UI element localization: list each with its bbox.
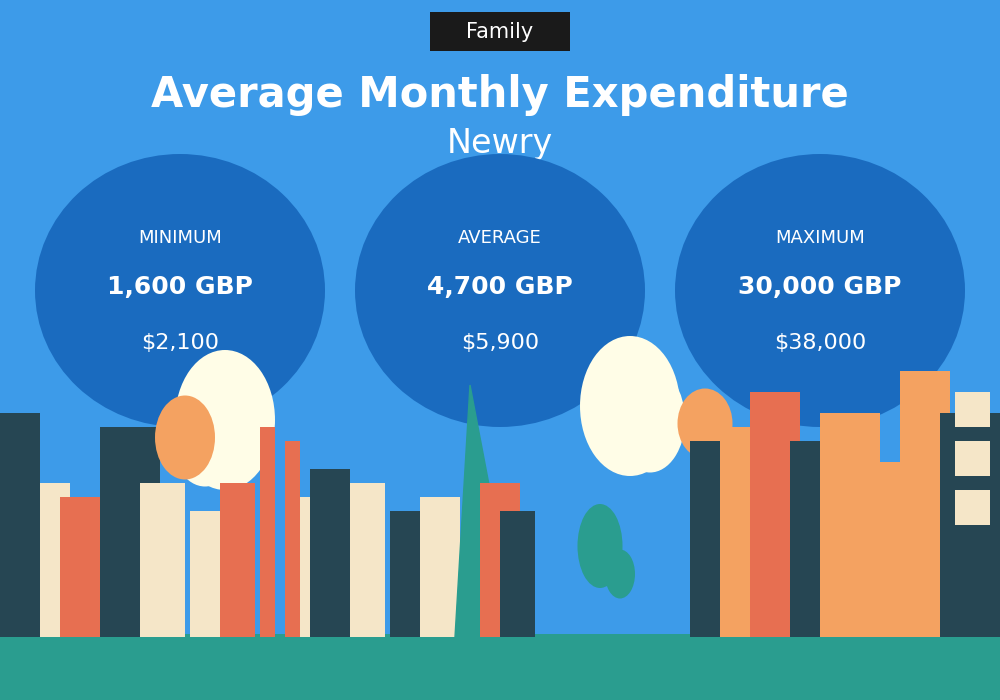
FancyBboxPatch shape	[870, 462, 910, 637]
Text: 1,600 GBP: 1,600 GBP	[107, 275, 253, 299]
FancyBboxPatch shape	[190, 511, 235, 637]
FancyBboxPatch shape	[285, 441, 300, 637]
Ellipse shape	[605, 550, 635, 598]
FancyBboxPatch shape	[790, 441, 830, 637]
Text: 30,000 GBP: 30,000 GBP	[738, 275, 902, 299]
Text: MAXIMUM: MAXIMUM	[775, 229, 865, 247]
FancyBboxPatch shape	[390, 511, 430, 637]
Text: AVERAGE: AVERAGE	[458, 229, 542, 247]
FancyBboxPatch shape	[0, 483, 70, 637]
FancyBboxPatch shape	[40, 504, 85, 637]
FancyBboxPatch shape	[100, 427, 160, 637]
Ellipse shape	[678, 389, 732, 459]
FancyBboxPatch shape	[720, 427, 760, 637]
Ellipse shape	[35, 154, 325, 427]
FancyBboxPatch shape	[900, 371, 950, 637]
FancyBboxPatch shape	[690, 441, 730, 637]
Ellipse shape	[355, 154, 645, 427]
FancyBboxPatch shape	[310, 469, 350, 637]
Text: $2,100: $2,100	[141, 333, 219, 353]
Text: 🇬🇧: 🇬🇧	[470, 169, 530, 216]
Ellipse shape	[170, 382, 240, 486]
Ellipse shape	[175, 350, 275, 490]
FancyBboxPatch shape	[955, 490, 990, 525]
FancyBboxPatch shape	[350, 483, 385, 637]
FancyBboxPatch shape	[940, 413, 1000, 637]
Text: Newry: Newry	[447, 127, 553, 160]
FancyBboxPatch shape	[500, 511, 535, 637]
FancyBboxPatch shape	[420, 497, 460, 637]
Polygon shape	[455, 385, 490, 637]
FancyBboxPatch shape	[0, 634, 1000, 700]
Ellipse shape	[615, 368, 685, 472]
FancyBboxPatch shape	[955, 441, 990, 476]
Text: MINIMUM: MINIMUM	[138, 229, 222, 247]
Text: 4,700 GBP: 4,700 GBP	[427, 275, 573, 299]
FancyBboxPatch shape	[955, 392, 990, 427]
FancyBboxPatch shape	[60, 497, 110, 637]
FancyBboxPatch shape	[140, 483, 185, 637]
Ellipse shape	[155, 395, 215, 480]
FancyBboxPatch shape	[750, 392, 800, 637]
FancyBboxPatch shape	[300, 497, 350, 637]
Ellipse shape	[578, 504, 622, 588]
FancyBboxPatch shape	[260, 427, 275, 637]
Text: $38,000: $38,000	[774, 333, 866, 353]
Text: $5,900: $5,900	[461, 333, 539, 353]
Text: Average Monthly Expenditure: Average Monthly Expenditure	[151, 74, 849, 116]
FancyBboxPatch shape	[220, 483, 255, 637]
FancyBboxPatch shape	[820, 413, 880, 637]
Ellipse shape	[675, 154, 965, 427]
Ellipse shape	[580, 336, 680, 476]
FancyBboxPatch shape	[480, 483, 520, 637]
FancyBboxPatch shape	[430, 12, 570, 51]
Text: Family: Family	[466, 22, 534, 41]
FancyBboxPatch shape	[0, 413, 40, 637]
